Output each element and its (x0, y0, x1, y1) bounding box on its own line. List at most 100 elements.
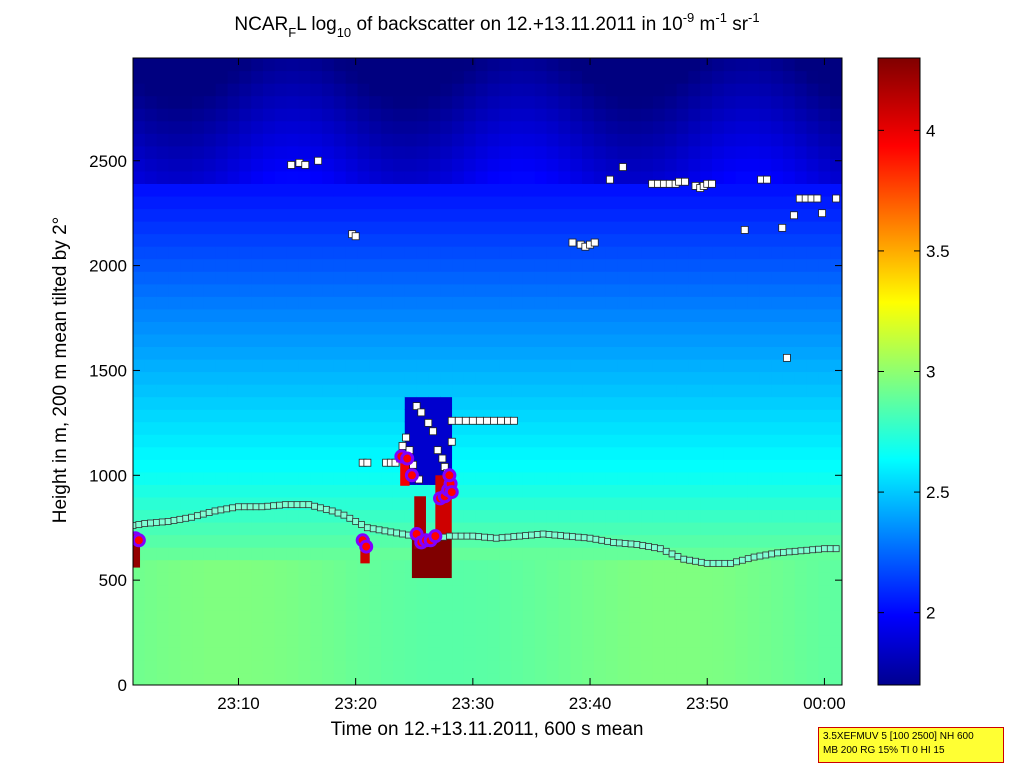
heatmap-cell (227, 584, 240, 598)
heatmap-cell (747, 246, 760, 260)
heatmap-cell (830, 434, 842, 448)
boundary-layer-marker (211, 507, 219, 515)
heatmap-cell (133, 496, 146, 511)
heatmap-cell (262, 521, 276, 536)
heatmap-cell (676, 584, 689, 598)
heatmap-cell (215, 446, 229, 460)
heatmap-cell (534, 609, 548, 623)
heatmap-cell (487, 321, 500, 335)
heatmap-cell (416, 584, 430, 598)
heatmap-cell (345, 145, 359, 159)
heatmap-cell (345, 672, 359, 685)
heatmap-cell (156, 296, 170, 310)
heatmap-cell (251, 371, 264, 385)
heatmap-cell (440, 70, 453, 84)
heatmap-cell (310, 233, 323, 247)
heatmap-cell (392, 271, 406, 285)
heatmap-cell (818, 659, 831, 674)
heatmap-cell (144, 672, 158, 685)
heatmap-cell (168, 233, 181, 247)
heatmap-cell (322, 409, 335, 423)
heatmap-cell (262, 547, 276, 561)
heatmap-cell (487, 271, 500, 285)
heatmap-cell (345, 409, 359, 423)
heatmap-cell (723, 283, 737, 297)
heatmap-cell (310, 321, 323, 335)
heatmap-cell (735, 108, 749, 122)
heatmap-cell (428, 120, 441, 134)
heatmap-cell (133, 409, 146, 423)
heatmap-cell (759, 258, 772, 272)
heatmap-cell (345, 559, 359, 573)
heatmap-cell (203, 108, 217, 122)
heatmap-cell (322, 559, 335, 573)
heatmap-cell (629, 547, 642, 561)
heatmap-cell (617, 346, 630, 360)
heatmap-cell (381, 233, 394, 247)
heatmap-cell (605, 446, 619, 460)
heatmap-cell (664, 534, 678, 548)
heatmap-cell (794, 333, 808, 348)
heatmap-cell (676, 509, 689, 523)
heatmap-cell (664, 346, 678, 360)
heatmap-cell (629, 271, 642, 285)
heatmap-cell (369, 559, 382, 573)
heatmap-cell (664, 258, 678, 272)
heatmap-cell (452, 321, 465, 335)
heatmap-cell (298, 384, 311, 398)
heatmap-cell (676, 421, 689, 435)
heatmap-cell (629, 108, 642, 122)
cloud-base-marker (417, 408, 426, 417)
heatmap-cell (629, 622, 642, 636)
heatmap-cell (723, 672, 737, 685)
heatmap-cell (357, 271, 370, 285)
heatmap-cell (499, 308, 512, 322)
boundary-layer-marker (246, 503, 254, 511)
heatmap-cell (830, 509, 842, 523)
heatmap-cell (782, 572, 796, 586)
heatmap-cell (144, 158, 158, 172)
heatmap-cell (605, 509, 619, 523)
heatmap-cell (487, 258, 500, 272)
heatmap-cell (381, 183, 394, 197)
heatmap-cell (404, 358, 418, 373)
heatmap-cell (310, 634, 323, 648)
heatmap-cell (440, 308, 453, 322)
boundary-layer-marker (487, 534, 494, 542)
heatmap-cell (511, 358, 524, 373)
heatmap-cell (180, 183, 193, 197)
heatmap-cell (735, 208, 749, 222)
heatmap-cell (617, 258, 630, 272)
heatmap-cell (617, 622, 630, 636)
heatmap-cell (830, 384, 842, 398)
heatmap-cell (239, 434, 252, 448)
heatmap-cell (759, 158, 772, 172)
heatmap-cell (215, 659, 229, 674)
heatmap-cell (274, 70, 288, 84)
heatmap-cell (286, 384, 300, 398)
heatmap-cell (676, 459, 689, 473)
heatmap-cell (546, 396, 559, 410)
heatmap-cell (676, 145, 689, 159)
heatmap-cell (747, 170, 760, 184)
heatmap-cell (475, 647, 489, 661)
heatmap-cell (227, 459, 240, 473)
heatmap-cell (463, 221, 477, 235)
heatmap-cell (688, 308, 701, 322)
heatmap-cell (156, 496, 170, 511)
heatmap-cell (298, 183, 311, 197)
heatmap-cell (298, 446, 311, 460)
heatmap-cell (511, 208, 524, 222)
heatmap-cell (322, 572, 335, 586)
heatmap-cell (830, 484, 842, 498)
heatmap-cell (582, 221, 595, 235)
heatmap-cell (664, 371, 678, 385)
heatmap-cell (818, 246, 831, 260)
heatmap-cell (251, 484, 264, 498)
heatmap-cell (286, 622, 300, 636)
heatmap-cell (144, 396, 158, 410)
heatmap-cell (286, 346, 300, 360)
heatmap-cell (227, 634, 240, 648)
heatmap-cell (274, 296, 288, 310)
heatmap-cell (771, 459, 784, 473)
